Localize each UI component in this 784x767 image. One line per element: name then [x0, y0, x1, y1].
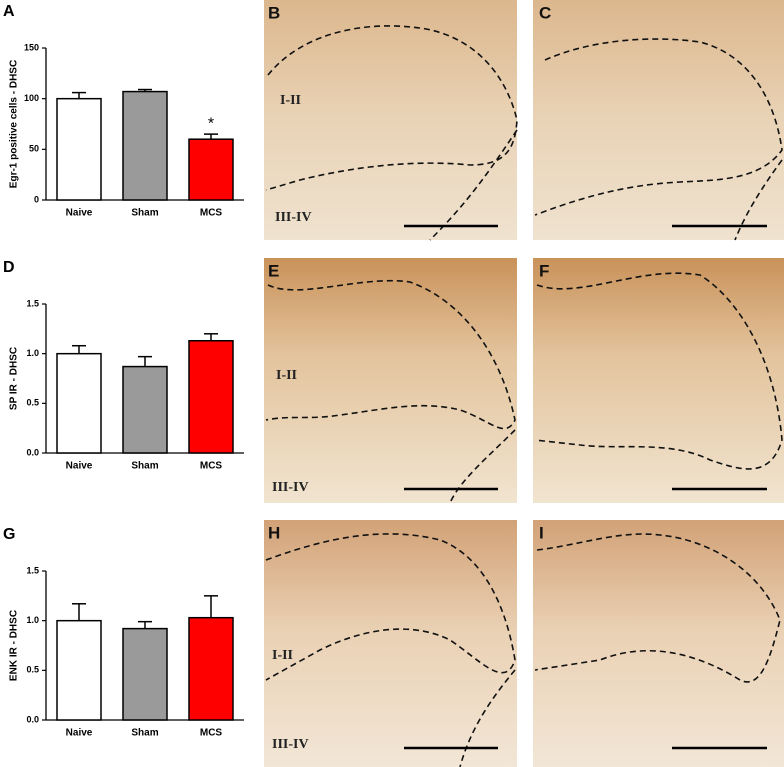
x-tick-label: Sham: [131, 208, 158, 219]
y-tick-label: 0: [34, 194, 39, 204]
lamina-border: [265, 25, 518, 191]
bar: [188, 340, 234, 454]
micrograph: B I-II III-IV: [264, 0, 518, 241]
panel-letter: I: [539, 523, 544, 542]
x-tick-label: Sham: [131, 461, 158, 472]
lamina-border: [534, 272, 783, 470]
x-tick-label: Sham: [131, 728, 158, 739]
lamina-label: I-II: [280, 93, 301, 108]
y-tick-label: 1.5: [26, 565, 39, 575]
lamina-label: I-II: [276, 368, 297, 383]
y-axis-label: SP IR - DHSC: [9, 347, 20, 410]
panel-letter: A: [3, 3, 15, 20]
lamina-border: [265, 279, 516, 430]
y-tick-label: 150: [24, 42, 39, 52]
bar: [188, 616, 234, 721]
bar: [188, 138, 234, 201]
y-tick-label: 1.5: [26, 298, 39, 308]
lamina-label: I-II: [272, 648, 293, 663]
y-tick-label: 50: [29, 144, 39, 154]
y-tick-label: 1.0: [26, 348, 39, 358]
bar: [122, 365, 168, 454]
lamina-border: [534, 533, 781, 683]
lamina-label: III-IV: [272, 737, 309, 752]
bar: [56, 352, 102, 454]
bar: [122, 90, 168, 201]
lamina-border: [534, 38, 783, 216]
lamina-label: III-IV: [272, 480, 309, 495]
micrograph: H I-II III-IV: [264, 520, 517, 767]
x-tick-label: MCS: [200, 728, 223, 739]
bar: [122, 627, 168, 721]
x-tick-label: MCS: [200, 208, 223, 219]
panel-letter: E: [268, 261, 279, 280]
panel-letter: F: [539, 261, 549, 280]
bar: [56, 619, 102, 721]
y-tick-label: 1.0: [26, 615, 39, 625]
panel-letter: B: [268, 3, 280, 22]
x-tick-label: Naive: [66, 728, 93, 739]
y-axis-label: Egr-1 positive cells - DHSC: [9, 60, 20, 188]
x-tick-label: MCS: [200, 461, 223, 472]
tissue: [533, 0, 784, 240]
panel-letter: C: [539, 3, 551, 22]
panel-letter: G: [3, 526, 15, 543]
tissue: [264, 258, 517, 503]
tissue: [264, 520, 517, 767]
y-tick-label: 0.0: [26, 714, 39, 724]
annotation: *: [208, 115, 214, 132]
tissue: [533, 520, 784, 767]
y-tick-label: 0.5: [26, 665, 39, 675]
x-tick-label: Naive: [66, 208, 93, 219]
micrograph: C: [533, 0, 784, 241]
panel-letter: H: [268, 523, 280, 542]
lamina-border: [459, 669, 516, 767]
micrograph: E I-II III-IV: [264, 258, 517, 504]
y-tick-label: 0.0: [26, 447, 39, 457]
panel-letter: D: [3, 259, 15, 276]
lamina-border: [265, 533, 516, 681]
y-tick-label: 100: [24, 93, 39, 103]
x-tick-label: Naive: [66, 461, 93, 472]
bar: [56, 97, 102, 201]
micrograph: F: [533, 258, 784, 503]
y-tick-label: 0.5: [26, 398, 39, 408]
lamina-label: III-IV: [275, 210, 312, 225]
lamina-border: [449, 429, 516, 504]
micrograph: I: [533, 520, 784, 767]
lamina-border: [734, 159, 783, 241]
tissue: [533, 258, 784, 503]
y-axis-label: ENK IR - DHSC: [9, 610, 20, 681]
tissue: [264, 0, 517, 240]
